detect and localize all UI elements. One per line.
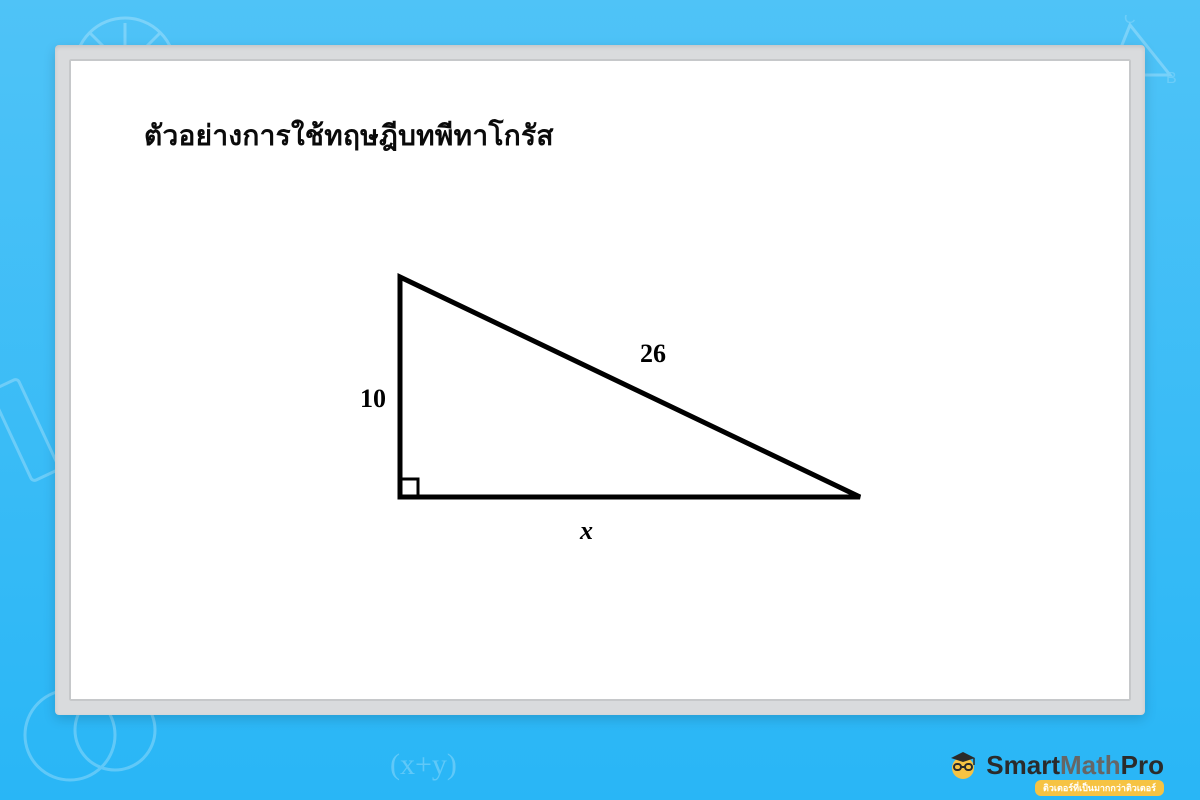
brand-logo: SmartMathPro xyxy=(946,748,1164,782)
brand-tagline: ติวเตอร์ที่เป็นมากกว่าติวเตอร์ xyxy=(1035,780,1164,796)
brand-name-part2: Math xyxy=(1060,750,1121,780)
label-hypotenuse: 26 xyxy=(640,339,666,368)
triangle-shape xyxy=(400,277,860,497)
whiteboard-frame: ตัวอย่างการใช้ทฤษฎีบทพีทาโกรัส 10 26 x xyxy=(55,45,1145,715)
label-vertical-side: 10 xyxy=(360,384,386,413)
label-base-side: x xyxy=(579,516,593,545)
brand-name-part3: Pro xyxy=(1121,750,1164,780)
doodle-expression-icon: (x+y) xyxy=(380,734,500,794)
svg-text:B: B xyxy=(1166,70,1177,85)
slide-title: ตัวอย่างการใช้ทฤษฎีบทพีทาโกรัส xyxy=(144,114,1056,158)
brand-name-part1: Smart xyxy=(986,750,1060,780)
whiteboard-surface: ตัวอย่างการใช้ทฤษฎีบทพีทาโกรัส 10 26 x xyxy=(69,59,1131,701)
pythagoras-triangle-diagram: 10 26 x xyxy=(280,257,920,567)
brand-name: SmartMathPro xyxy=(986,750,1164,781)
brand-mascot-icon xyxy=(946,748,980,782)
svg-text:(x+y): (x+y) xyxy=(390,748,457,781)
svg-text:C: C xyxy=(1124,15,1136,27)
